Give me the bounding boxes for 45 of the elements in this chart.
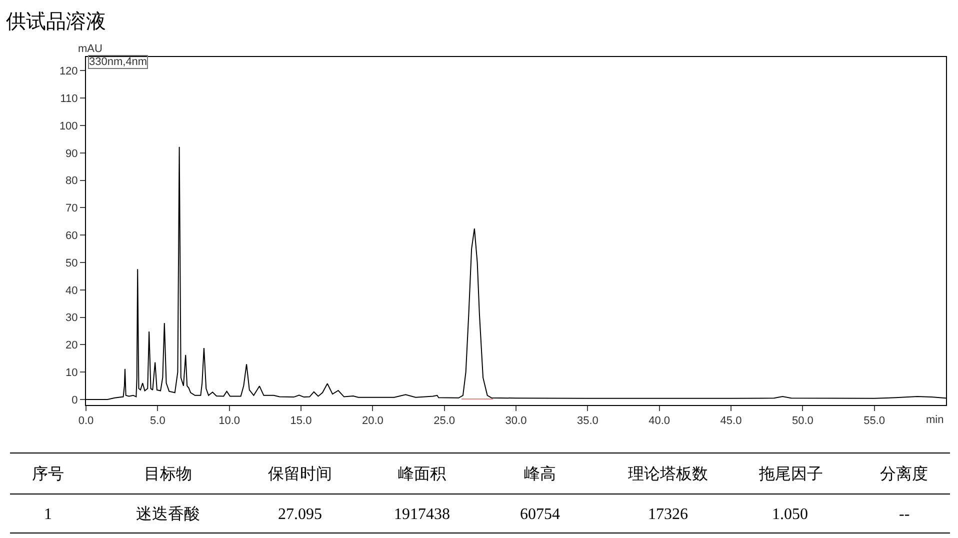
y-tick-label: 50 [66, 257, 78, 270]
x-tick-label: 30.0 [505, 415, 527, 428]
text: 27.095 [278, 506, 322, 523]
x-tick-label: 10.0 [218, 415, 240, 428]
text: 保留时间 [268, 465, 332, 483]
text: 1917438 [394, 506, 450, 523]
y-tick-label: 100 [59, 120, 78, 132]
x-axis-title: min [926, 414, 944, 426]
x-tick-label: 5.0 [150, 415, 166, 428]
y-tick-label: 40 [66, 284, 78, 297]
y-axis-title: mAU [78, 43, 102, 55]
y-tick-label: 20 [66, 340, 78, 352]
text: 目标物 [144, 466, 192, 483]
x-tick-label: 40.0 [648, 415, 670, 428]
y-tick-label: 90 [66, 148, 78, 160]
y-tick-label: 120 [59, 66, 78, 78]
text: 迷迭香酸 [136, 505, 200, 523]
y-tick-label: 30 [66, 312, 78, 324]
y-tick-label: 0 [72, 394, 78, 406]
x-tick-label: 15.0 [290, 415, 312, 428]
text: 1.050 [772, 506, 808, 523]
text: 17326 [648, 506, 688, 523]
x-tick-label: 45.0 [720, 415, 742, 428]
text: 峰面积 [398, 466, 446, 483]
x-tick-label: 55.0 [864, 415, 886, 428]
annotation: 330nm,4nm [89, 56, 148, 68]
y-tick-label: 110 [60, 92, 78, 105]
x-tick-label: 25.0 [434, 415, 456, 428]
chart-title: 供试品溶液 [6, 11, 106, 33]
text: 峰高 [524, 465, 556, 483]
text: 序号 [32, 465, 64, 483]
text: 分离度 [880, 465, 928, 483]
y-tick-label: 60 [66, 230, 78, 242]
x-tick-label: 35.0 [576, 415, 598, 428]
x-tick-label: 50.0 [792, 415, 814, 428]
text: 理论塔板数 [628, 465, 708, 483]
y-tick-label: 10 [66, 366, 78, 379]
text: 1 [44, 506, 52, 523]
text: 60754 [520, 506, 560, 523]
x-tick-label: 20.0 [362, 415, 384, 428]
text: 拖尾因子 [758, 466, 823, 483]
text: -- [899, 506, 910, 523]
x-tick-label: 0.0 [78, 415, 94, 428]
y-tick-label: 70 [66, 202, 78, 215]
y-tick-label: 80 [66, 175, 78, 188]
